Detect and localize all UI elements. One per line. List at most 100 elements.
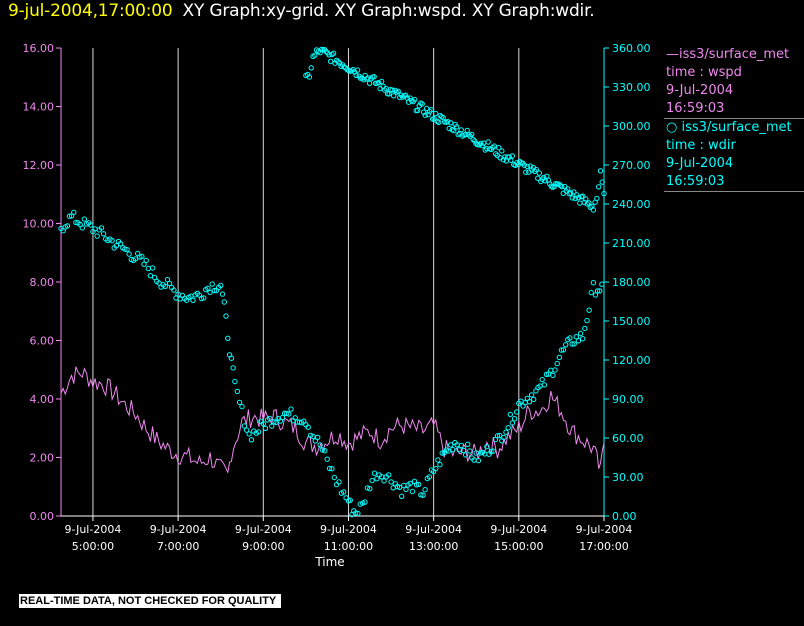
wdir-point: [433, 465, 439, 472]
wdir-point: [347, 497, 353, 503]
wdir-point: [395, 88, 401, 95]
wdir-point: [124, 246, 130, 253]
wdir-point: [374, 476, 380, 482]
legend-wspd-time: 16:59:03: [666, 101, 725, 116]
wdir-point: [505, 425, 511, 431]
wdir-point: [539, 376, 545, 383]
chart-legend: —iss3/surface_met time : wspd 9-Jul-2004…: [664, 46, 804, 192]
wspd-series-line: [60, 366, 605, 474]
wdir-point: [445, 118, 451, 125]
wdir-point: [582, 325, 588, 332]
wdir-point: [493, 151, 499, 157]
legend-wdir-date: 9-Jul-2004: [666, 156, 734, 171]
wdir-point: [451, 128, 457, 134]
wdir-point: [381, 478, 387, 484]
wdir-point: [367, 486, 373, 492]
wdir-point: [415, 107, 421, 114]
wdir-point: [521, 162, 527, 168]
wdir-point: [149, 265, 156, 271]
wdir-point: [563, 342, 569, 348]
wdir-point: [234, 388, 241, 395]
wdir-point: [79, 225, 86, 231]
wdir-point: [466, 132, 472, 138]
wdir-point: [435, 457, 441, 463]
wdir-point: [198, 295, 205, 302]
wdir-point: [583, 196, 589, 202]
left-tick-label: 2.00: [30, 452, 55, 465]
wdir-point: [306, 74, 313, 80]
chart-ticks: 0.00 2.00 4.00 6.00 8.00 10.00 12.00 14.00 16.00…: [23, 42, 651, 553]
right-tick-label: 120.00: [612, 354, 651, 367]
wdir-point: [73, 219, 79, 226]
legend-wdir-source: ○ iss3/surface_met: [666, 120, 792, 135]
wdir-point: [381, 87, 388, 93]
wdir-point: [190, 297, 196, 303]
wdir-point: [490, 144, 496, 151]
wdir-point: [422, 487, 428, 493]
wdir-point: [113, 243, 120, 249]
wdir-point: [558, 347, 565, 353]
wdir-point: [509, 153, 515, 159]
right-tick-label: 210.00: [612, 237, 651, 250]
wdir-point: [439, 450, 445, 456]
wdir-point: [556, 354, 562, 360]
wdir-point: [573, 334, 579, 340]
wdir-point: [514, 409, 520, 415]
wdir-point: [292, 415, 298, 421]
header-titles: XY Graph:xy-grid. XY Graph:wspd. XY Grap…: [182, 1, 595, 21]
wdir-point: [592, 292, 599, 298]
wdir-point: [352, 510, 359, 516]
wdir-point: [312, 438, 318, 444]
wdir-point: [586, 200, 592, 206]
wdir-point: [496, 145, 502, 151]
header-timestamp: 9-jul-2004,17:00:00: [8, 1, 173, 21]
x-tick-date: 9-Jul-2004: [150, 523, 207, 536]
wdir-point: [522, 400, 528, 406]
right-tick-label: 360.00: [612, 42, 651, 55]
wdir-point: [491, 143, 497, 149]
wdir-point: [228, 355, 235, 361]
wdir-point: [577, 200, 583, 206]
wdir-point: [542, 178, 548, 184]
wdir-point: [241, 423, 248, 429]
right-tick-label: 180.00: [612, 276, 651, 289]
wdir-point: [559, 183, 565, 190]
legend-wspd-source: —iss3/surface_met: [666, 47, 790, 62]
wdir-point: [324, 456, 330, 462]
wdir-point: [143, 257, 149, 264]
wdir-point: [386, 472, 392, 478]
wdir-point: [152, 274, 158, 281]
wdir-point: [100, 231, 107, 237]
wdir-point: [499, 148, 505, 154]
wdir-point: [308, 65, 314, 71]
wdir-point: [246, 431, 252, 437]
wdir-point: [322, 448, 328, 454]
wdir-point: [458, 442, 464, 449]
wdir-point: [305, 424, 311, 430]
wdir-point: [399, 493, 405, 499]
x-tick-time: 17:00:00: [579, 540, 628, 553]
wdir-point: [389, 87, 395, 93]
wdir-point: [450, 446, 456, 453]
wdir-point: [418, 492, 424, 498]
x-tick-date: 9-Jul-2004: [320, 523, 377, 536]
right-tick-label: 90.00: [612, 393, 644, 406]
wdir-point: [467, 448, 473, 454]
wdir-point: [523, 169, 529, 175]
chart-plot: [58, 46, 607, 518]
wdir-point: [437, 461, 443, 468]
wdir-point: [218, 282, 224, 289]
wdir-point: [433, 110, 439, 117]
wdir-point: [552, 367, 558, 373]
wdir-point: [575, 338, 582, 344]
wdir-point: [597, 288, 603, 294]
wdir-point: [117, 241, 124, 247]
wdir-point: [588, 289, 594, 296]
wdir-point: [524, 163, 530, 170]
wdir-point: [421, 109, 427, 115]
wdir-point: [98, 225, 105, 231]
wdir-point: [462, 452, 469, 458]
x-tick-date: 9-Jul-2004: [576, 523, 633, 536]
wdir-point: [488, 448, 494, 455]
